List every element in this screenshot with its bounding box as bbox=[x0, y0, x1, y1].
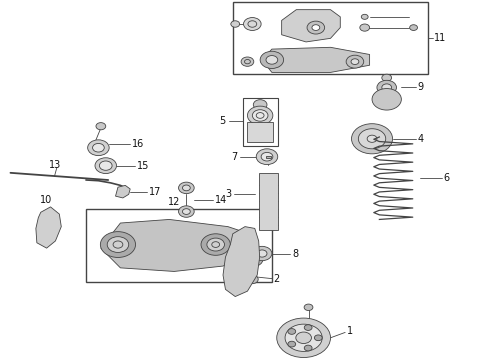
Circle shape bbox=[95, 158, 117, 174]
Circle shape bbox=[88, 140, 109, 156]
Circle shape bbox=[261, 152, 273, 161]
Polygon shape bbox=[101, 220, 257, 271]
Circle shape bbox=[257, 250, 267, 257]
Circle shape bbox=[377, 80, 396, 95]
Circle shape bbox=[253, 100, 267, 110]
Text: 14: 14 bbox=[215, 195, 227, 205]
Bar bbox=[86, 209, 272, 282]
Circle shape bbox=[312, 25, 320, 31]
Text: 8: 8 bbox=[292, 248, 298, 258]
Circle shape bbox=[304, 345, 312, 351]
Polygon shape bbox=[116, 185, 130, 198]
Polygon shape bbox=[262, 47, 369, 72]
Text: 3: 3 bbox=[226, 189, 232, 199]
Circle shape bbox=[93, 143, 104, 152]
Circle shape bbox=[99, 161, 112, 170]
Text: 16: 16 bbox=[132, 139, 144, 149]
Text: 4: 4 bbox=[417, 134, 423, 144]
Circle shape bbox=[307, 21, 325, 34]
Circle shape bbox=[256, 149, 278, 165]
Bar bbox=[233, 3, 428, 74]
Circle shape bbox=[231, 21, 240, 27]
Circle shape bbox=[182, 185, 190, 191]
Circle shape bbox=[247, 106, 273, 125]
Circle shape bbox=[96, 123, 106, 130]
Circle shape bbox=[351, 59, 359, 64]
Polygon shape bbox=[223, 226, 260, 297]
Circle shape bbox=[246, 275, 258, 284]
Text: 15: 15 bbox=[137, 161, 149, 171]
Circle shape bbox=[351, 124, 392, 154]
Circle shape bbox=[201, 234, 230, 255]
Text: 12: 12 bbox=[168, 197, 180, 207]
Text: 17: 17 bbox=[149, 187, 161, 197]
Text: 9: 9 bbox=[417, 82, 423, 93]
Circle shape bbox=[178, 182, 194, 194]
Circle shape bbox=[260, 51, 284, 68]
Circle shape bbox=[360, 24, 369, 31]
Bar bbox=[247, 122, 273, 141]
Circle shape bbox=[244, 18, 261, 31]
Circle shape bbox=[296, 332, 312, 343]
Text: 5: 5 bbox=[219, 116, 225, 126]
Circle shape bbox=[252, 246, 272, 261]
Circle shape bbox=[207, 238, 224, 251]
Polygon shape bbox=[36, 207, 61, 248]
Circle shape bbox=[410, 25, 417, 31]
Circle shape bbox=[252, 110, 268, 121]
Text: 13: 13 bbox=[49, 160, 62, 170]
Circle shape bbox=[107, 237, 129, 252]
Circle shape bbox=[382, 84, 392, 91]
Bar bbox=[266, 156, 271, 158]
Circle shape bbox=[100, 231, 136, 257]
Circle shape bbox=[304, 304, 313, 311]
Polygon shape bbox=[282, 10, 340, 42]
Circle shape bbox=[285, 324, 322, 351]
Circle shape bbox=[361, 14, 368, 19]
Circle shape bbox=[277, 318, 331, 357]
Circle shape bbox=[242, 251, 263, 267]
Text: 6: 6 bbox=[443, 173, 450, 183]
Circle shape bbox=[358, 129, 386, 149]
Circle shape bbox=[178, 206, 194, 217]
Circle shape bbox=[315, 335, 322, 341]
Circle shape bbox=[382, 74, 392, 81]
Circle shape bbox=[266, 55, 278, 64]
Circle shape bbox=[241, 57, 254, 66]
Circle shape bbox=[288, 329, 295, 334]
Circle shape bbox=[182, 209, 190, 215]
Text: 7: 7 bbox=[231, 152, 238, 162]
Text: 1: 1 bbox=[346, 326, 353, 336]
Text: 2: 2 bbox=[273, 274, 280, 284]
Text: 11: 11 bbox=[434, 33, 446, 43]
Circle shape bbox=[346, 55, 364, 68]
Bar bbox=[243, 98, 278, 146]
Circle shape bbox=[288, 341, 295, 347]
Text: 10: 10 bbox=[40, 195, 52, 205]
Circle shape bbox=[372, 89, 401, 110]
Circle shape bbox=[367, 135, 377, 142]
Bar bbox=[259, 173, 278, 230]
Circle shape bbox=[304, 325, 312, 330]
